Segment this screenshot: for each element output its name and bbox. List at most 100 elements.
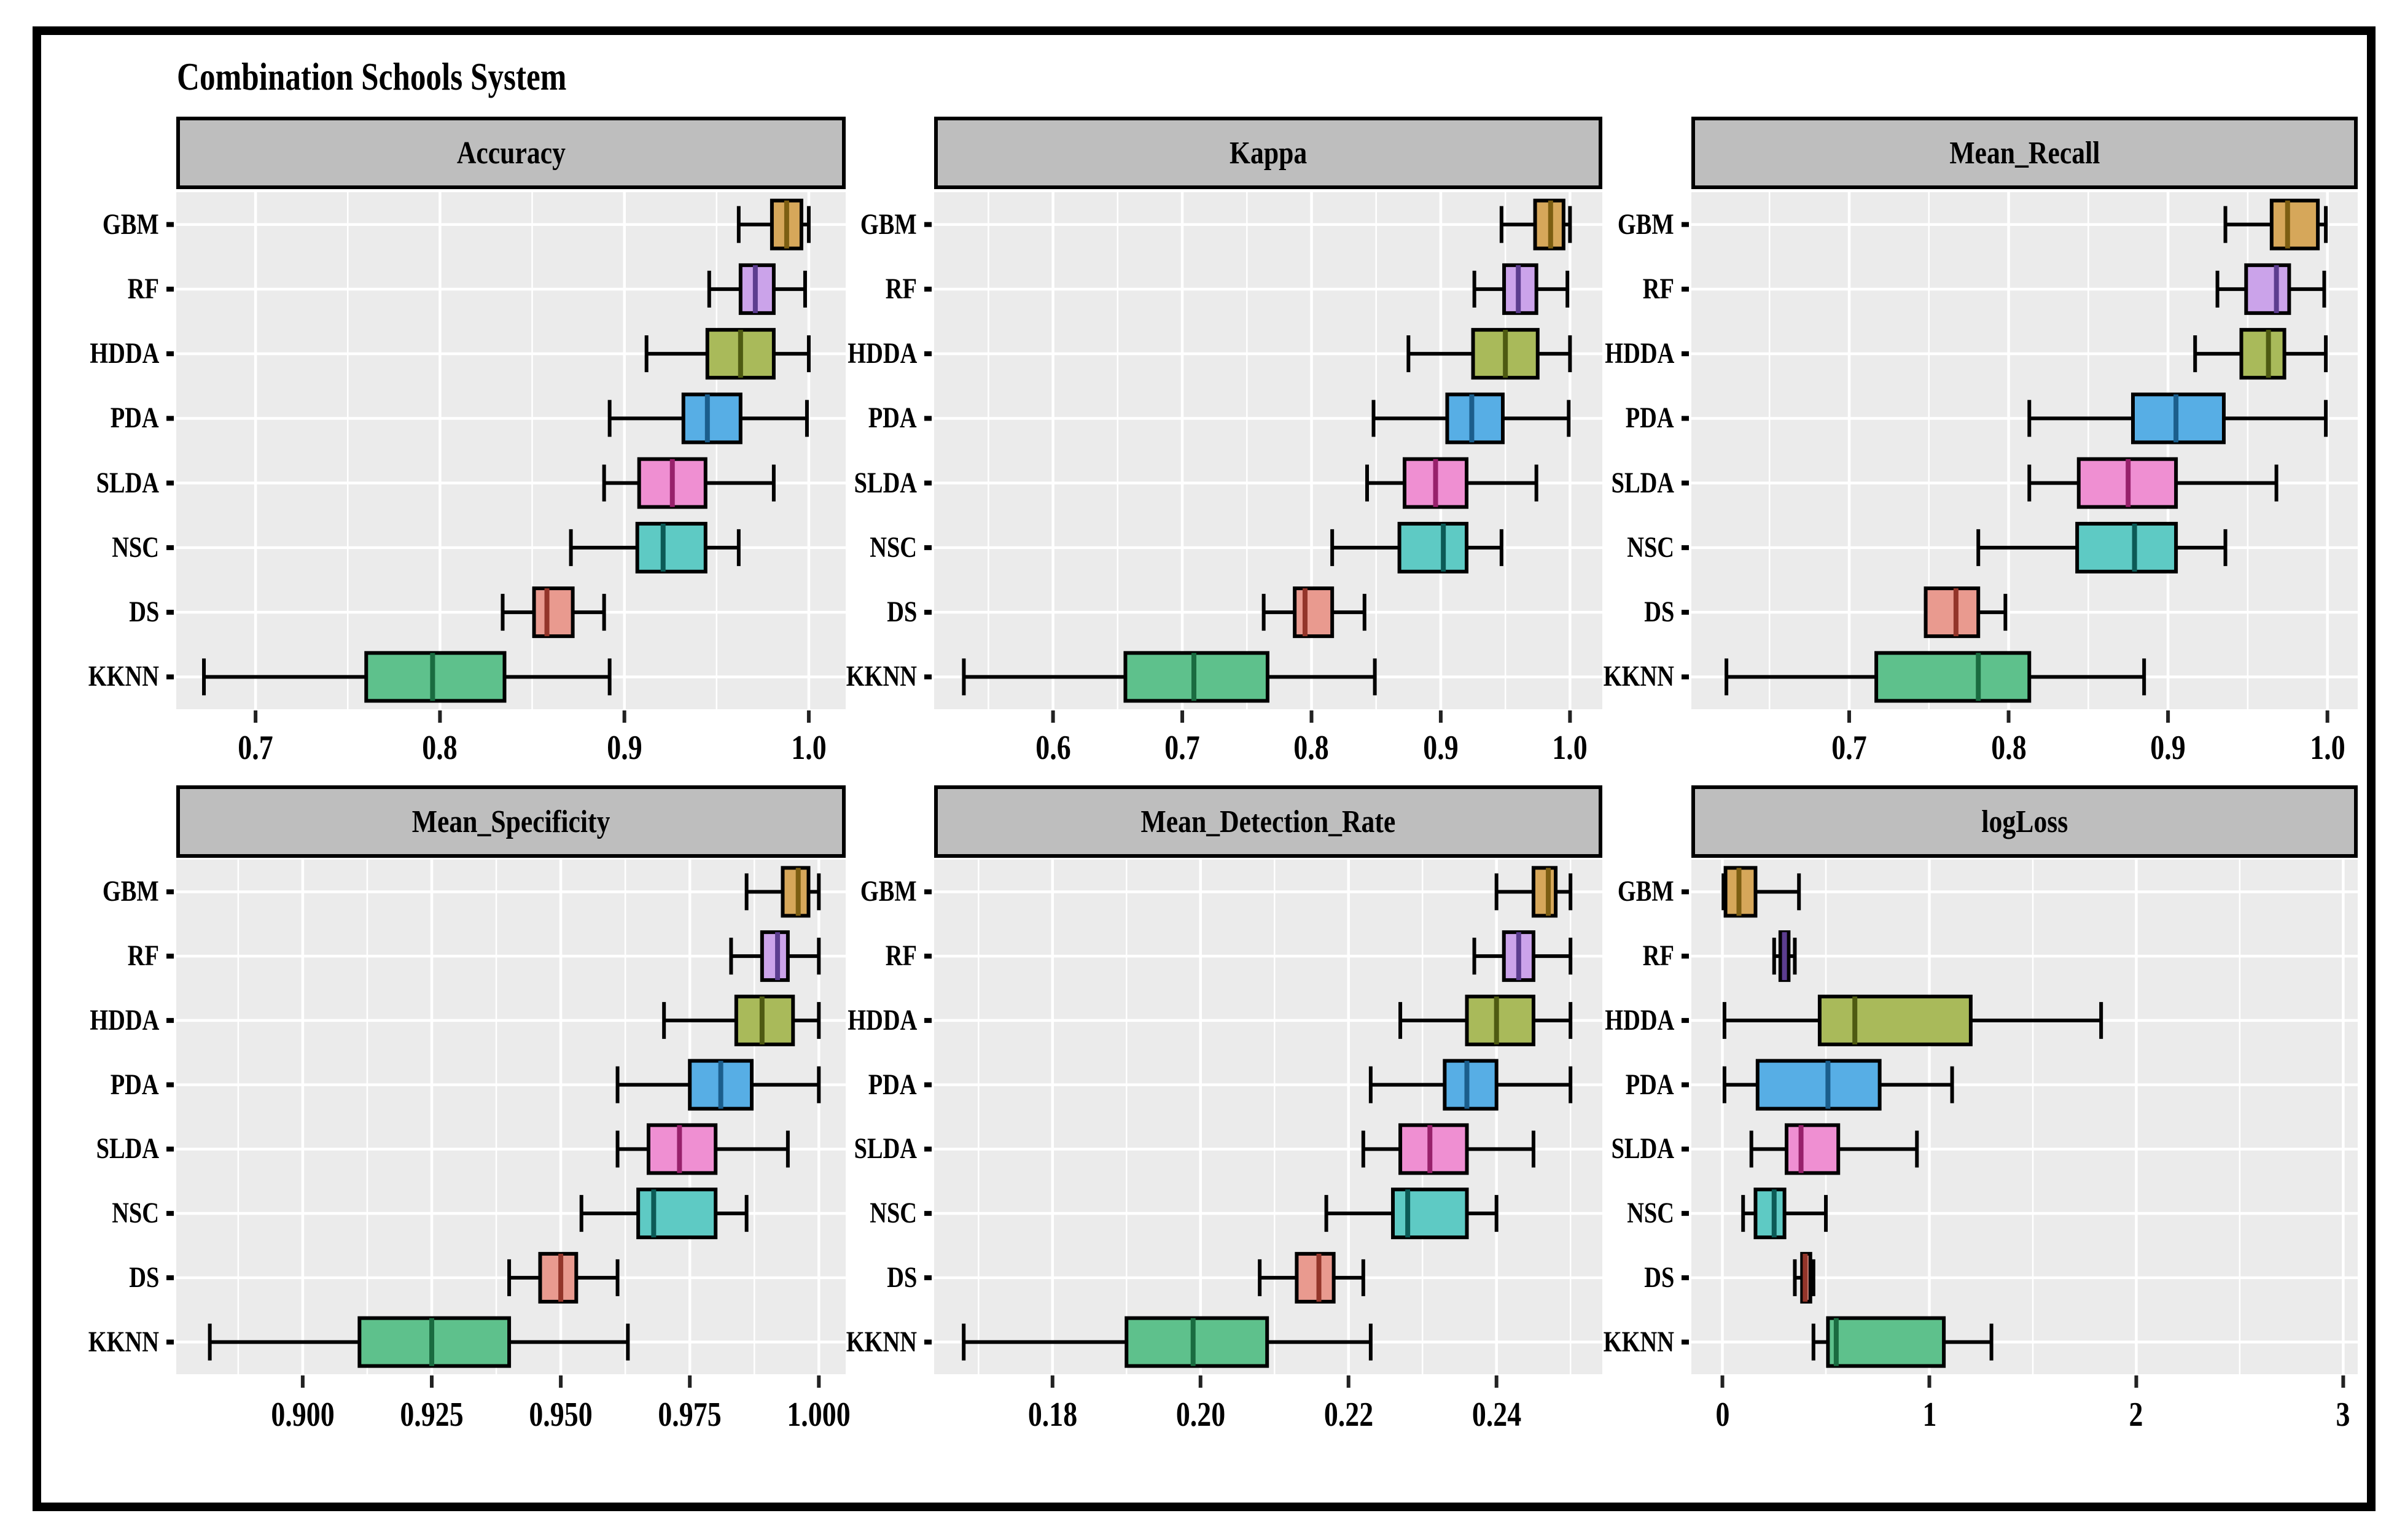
box-logloss-KKNN — [1826, 1316, 1946, 1368]
y-axis-label-logloss-KKNN-text: KKNN — [1603, 1325, 1674, 1358]
x-tick-label-kappa-1.0: 1.0 — [1496, 728, 1643, 768]
x-tick-label-accuracy-0.8-text: 0.8 — [422, 729, 458, 767]
y-tick-kappa-PDA — [924, 416, 932, 421]
y-tick-mean_specificity-KKNN — [166, 1339, 174, 1345]
box-mean_recall-HDDA — [2239, 328, 2286, 380]
y-axis-label-mean_recall-RF: RF — [1532, 269, 1674, 309]
x-tick-label-mean_detection_rate-0.18: 0.18 — [979, 1395, 1126, 1434]
y-tick-mean_specificity-GBM — [166, 889, 174, 895]
box-mean_recall-RF — [2244, 263, 2291, 315]
x-tick-label-kappa-0.8: 0.8 — [1238, 728, 1385, 768]
x-tick-label-accuracy-0.9: 0.9 — [551, 728, 698, 768]
y-axis-label-mean_recall-SLDA: SLDA — [1532, 463, 1674, 504]
y-axis-label-mean_recall-GBM-text: GBM — [1618, 208, 1674, 241]
y-axis-label-mean_specificity-DS: DS — [17, 1258, 159, 1298]
box-mean_specificity-RF — [760, 930, 790, 982]
box-accuracy-PDA — [681, 392, 743, 445]
y-tick-mean_recall-KKNN — [1682, 674, 1689, 680]
y-axis-label-mean_detection_rate-DS-text: DS — [886, 1261, 917, 1294]
y-axis-label-accuracy-NSC-text: NSC — [112, 531, 159, 564]
box-logloss-HDDA — [1817, 994, 1973, 1046]
y-tick-mean_recall-GBM — [1682, 222, 1689, 227]
x-tick-label-mean_specificity-0.925: 0.925 — [358, 1395, 505, 1434]
y-tick-kappa-SLDA — [924, 480, 932, 486]
y-tick-mean_detection_rate-RF — [924, 954, 932, 959]
x-tick-label-logloss-0-text: 0 — [1715, 1396, 1730, 1434]
x-tick-label-mean_detection_rate-0.24: 0.24 — [1423, 1395, 1570, 1434]
y-axis-label-kappa-SLDA: SLDA — [774, 463, 917, 504]
x-tick-label-mean_specificity-1.000-text: 1.000 — [787, 1396, 851, 1434]
y-tick-mean_recall-DS — [1682, 610, 1689, 615]
x-tick-label-kappa-0.9-text: 0.9 — [1423, 729, 1459, 767]
y-tick-logloss-NSC — [1682, 1211, 1689, 1216]
y-axis-label-mean_specificity-GBM-text: GBM — [103, 875, 159, 908]
x-tick-label-kappa-0.7-text: 0.7 — [1164, 729, 1200, 767]
box-mean_detection_rate-SLDA — [1398, 1123, 1469, 1175]
x-tick-label-accuracy-0.7-text: 0.7 — [238, 729, 273, 767]
y-axis-label-mean_recall-SLDA-text: SLDA — [1611, 466, 1674, 499]
y-axis-label-mean_specificity-NSC-text: NSC — [112, 1197, 159, 1230]
y-axis-label-mean_recall-HDDA: HDDA — [1532, 333, 1674, 374]
x-tick-label-mean_specificity-0.950-text: 0.950 — [529, 1396, 593, 1434]
y-axis-label-kappa-KKNN: KKNN — [774, 656, 917, 697]
y-tick-logloss-HDDA — [1682, 1017, 1689, 1023]
box-logloss-PDA — [1755, 1059, 1882, 1111]
box-kappa-DS — [1293, 586, 1335, 639]
x-tick-label-mean_recall-0.7: 0.7 — [1775, 728, 1923, 768]
box-mean_recall-KKNN — [1874, 651, 2032, 703]
x-tick-label-mean_specificity-0.925-text: 0.925 — [400, 1396, 464, 1434]
x-tick-label-kappa-0.7: 0.7 — [1109, 728, 1256, 768]
y-axis-label-mean_specificity-KKNN: KKNN — [17, 1322, 159, 1363]
x-tick-label-mean_recall-1.0: 1.0 — [2254, 728, 2401, 768]
y-axis-label-kappa-NSC: NSC — [774, 527, 917, 568]
box-mean_specificity-SLDA — [646, 1123, 718, 1175]
y-tick-kappa-RF — [924, 286, 932, 292]
y-tick-accuracy-HDDA — [166, 351, 174, 357]
y-tick-logloss-DS — [1682, 1275, 1689, 1280]
y-tick-mean_recall-RF — [1682, 286, 1689, 292]
box-kappa-NSC — [1397, 521, 1469, 574]
y-axis-label-mean_specificity-HDDA-text: HDDA — [89, 1003, 159, 1036]
x-tick-label-accuracy-1.0-text: 1.0 — [791, 729, 827, 767]
y-axis-label-kappa-GBM: GBM — [774, 204, 917, 245]
y-axis-label-logloss-HDDA: HDDA — [1532, 1000, 1674, 1041]
y-axis-label-kappa-HDDA: HDDA — [774, 333, 917, 374]
y-tick-logloss-GBM — [1682, 889, 1689, 895]
y-axis-label-kappa-SLDA-text: SLDA — [854, 466, 917, 499]
y-axis-label-kappa-NSC-text: NSC — [870, 531, 917, 564]
y-axis-label-kappa-KKNN-text: KKNN — [846, 660, 917, 693]
box-mean_detection_rate-PDA — [1443, 1059, 1499, 1111]
y-axis-label-mean_recall-GBM: GBM — [1532, 204, 1674, 245]
x-tick-label-kappa-1.0-text: 1.0 — [1552, 729, 1588, 767]
y-tick-kappa-GBM — [924, 222, 932, 227]
y-axis-label-accuracy-HDDA-text: HDDA — [89, 337, 159, 370]
x-tick-label-accuracy-1.0: 1.0 — [735, 728, 883, 768]
y-tick-accuracy-DS — [166, 610, 174, 615]
panel-header-mean_recall: Mean_Recall — [1691, 117, 2358, 189]
y-tick-mean_recall-NSC — [1682, 545, 1689, 550]
y-axis-label-mean_detection_rate-GBM-text: GBM — [860, 875, 917, 908]
y-axis-label-mean_recall-PDA-text: PDA — [1626, 402, 1674, 435]
box-mean_detection_rate-HDDA — [1465, 994, 1535, 1046]
x-tick-label-logloss-3: 3 — [2269, 1395, 2405, 1434]
x-tick-label-mean_specificity-0.900: 0.900 — [229, 1395, 376, 1434]
y-tick-mean_specificity-DS — [166, 1275, 174, 1280]
y-axis-label-accuracy-HDDA: HDDA — [17, 333, 159, 374]
y-tick-mean_detection_rate-HDDA — [924, 1017, 932, 1023]
x-tick-label-logloss-2-text: 2 — [2129, 1396, 2143, 1434]
panel-header-mean_recall-text: Mean_Recall — [1949, 135, 2100, 171]
y-axis-label-logloss-HDDA-text: HDDA — [1604, 1003, 1674, 1036]
y-axis-label-accuracy-GBM-text: GBM — [103, 208, 159, 241]
panel-bg-mean_detection_rate — [934, 860, 1602, 1374]
y-axis-label-accuracy-KKNN: KKNN — [17, 656, 159, 697]
y-axis-label-mean_specificity-NSC: NSC — [17, 1193, 159, 1234]
y-axis-label-accuracy-DS: DS — [17, 592, 159, 632]
y-axis-label-accuracy-PDA: PDA — [17, 398, 159, 438]
y-axis-label-kappa-DS: DS — [774, 592, 917, 632]
y-axis-label-logloss-DS: DS — [1532, 1258, 1674, 1298]
y-axis-label-accuracy-GBM: GBM — [17, 204, 159, 245]
y-tick-logloss-RF — [1682, 954, 1689, 959]
box-accuracy-DS — [532, 586, 575, 639]
